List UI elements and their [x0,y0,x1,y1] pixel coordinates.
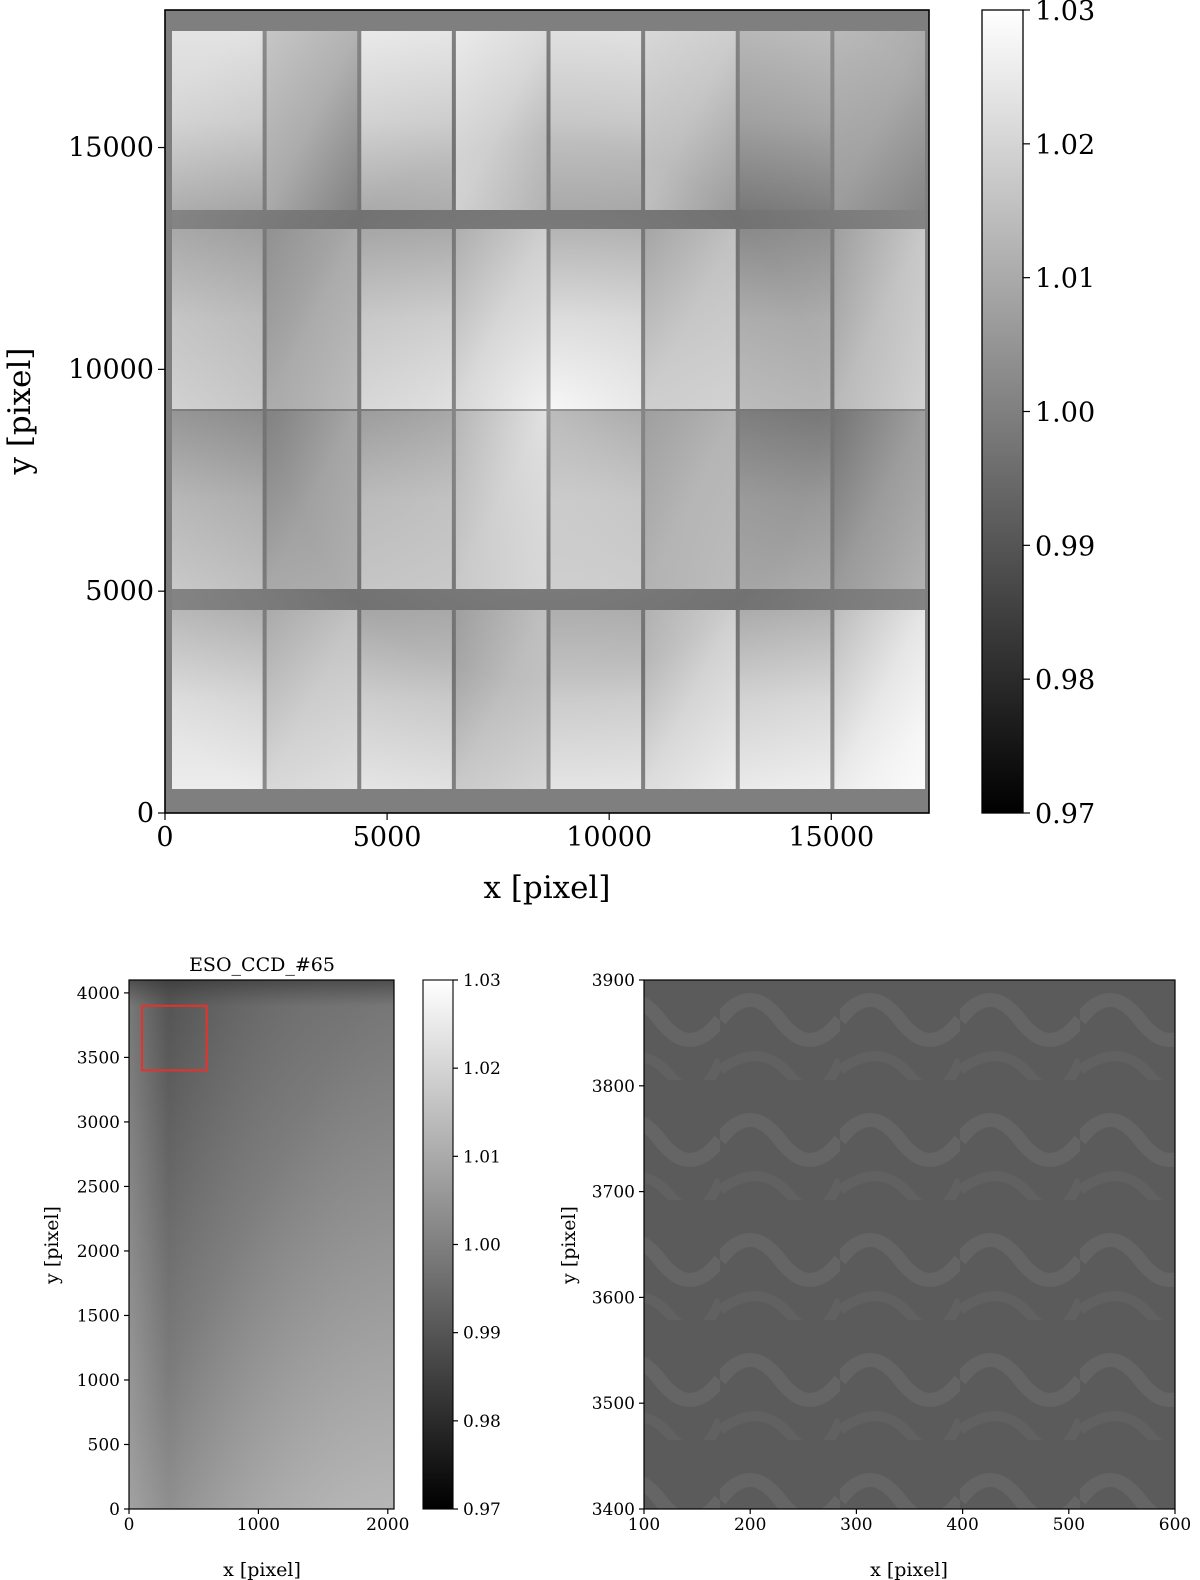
ccd-colorbar-tick-label: 1.03 [463,971,501,991]
ccd-colorbar-tick-label: 0.97 [463,1500,501,1520]
ccd-y-tick-label: 1500 [77,1306,120,1326]
mosaic-y-tick-label: 0 [137,798,154,829]
mosaic-colorbar-tick-label: 1.02 [1035,130,1095,161]
mosaic-colorbar-tick-label: 0.98 [1035,665,1095,696]
ccd-y-tick-label: 1000 [77,1371,120,1391]
mosaic-x-tick-label: 15000 [788,822,874,853]
ccd-colorbar-tick-label: 0.99 [463,1324,501,1344]
ccd-panel: ESO_CCD_#65 0 1000 2000 0 500 1000 1500 2000 25… [41,954,501,1580]
ccd-x-tick-label: 1000 [237,1515,280,1535]
mosaic-axes-frame [164,9,930,814]
ccd-colorbar-tick-label: 1.01 [463,1147,501,1167]
zoom-panel: 100 200 300 400 500 600 340035003600370038003… [558,971,1191,1580]
ccd-y-label: y [pixel] [41,1206,63,1285]
ccd-x-label: x [pixel] [223,1559,301,1580]
zoom-region-box [140,1004,208,1072]
zoom-x-tick-label: 300 [840,1515,872,1535]
mosaic-colorbar [982,10,1023,813]
zoom-x-tick-label: 100 [628,1515,660,1535]
zoom-y-ticks: 3400 3500 3600 3700 3800 3900 [592,971,644,1520]
zoom-image-tone [644,980,1175,1509]
mosaic-colorbar-ticks: 0.97 0.98 0.99 1.00 1.01 1.02 1.03 [1023,0,1095,830]
mosaic-colorbar-tick-label: 0.99 [1035,531,1095,562]
zoom-x-ticks: 100 200 300 400 500 600 [628,1509,1191,1535]
ccd-y-tick-label: 500 [88,1435,120,1455]
mosaic-y-tick-label: 15000 [68,133,154,164]
zoom-x-tick-label: 400 [946,1515,978,1535]
ccd-colorbar-tick-label: 0.98 [463,1412,501,1432]
ccd-y-tick-label: 4000 [77,984,120,1004]
ccd-y-tick-label: 2500 [77,1177,120,1197]
mosaic-x-ticks: 0 5000 10000 15000 [156,813,874,853]
ccd-title: ESO_CCD_#65 [189,954,335,976]
zoom-x-tick-label: 500 [1053,1515,1085,1535]
ccd-y-tick-label: 3000 [77,1113,120,1133]
zoom-region-rect [140,1004,208,1072]
zoom-image [644,980,1175,1509]
ccd-y-tick-label: 2000 [77,1242,120,1262]
zoom-y-tick-label: 3400 [592,1500,635,1520]
ccd-x-ticks: 0 1000 2000 [124,1509,409,1535]
mosaic-colorbar-tick-label: 1.03 [1035,0,1095,27]
ccd-colorbar [423,980,453,1509]
zoom-y-tick-label: 3500 [592,1394,635,1414]
mosaic-panel: 0 5000 10000 15000 0 5000 10000 15000 x [pixel… [2,0,1095,906]
ccd-axes-frame [128,979,395,1510]
ccd-y-tick-label: 0 [109,1500,120,1520]
ccd-x-tick-label: 0 [124,1515,135,1535]
ccd-y-ticks: 0 500 1000 1500 2000 2500 3000 3500 4000 [77,984,129,1520]
ccd-colorbar-tick-label: 1.02 [463,1059,501,1079]
mosaic-x-tick-label: 10000 [566,822,652,853]
ccd-x-tick-label: 2000 [366,1515,409,1535]
zoom-y-tick-label: 3600 [592,1288,635,1308]
mosaic-colorbar-tick-label: 0.97 [1035,799,1095,830]
mosaic-y-tick-label: 5000 [85,576,154,607]
zoom-y-label: y [pixel] [558,1206,580,1285]
ccd-colorbar-tick-label: 1.00 [463,1236,501,1256]
mosaic-vignette [172,31,925,789]
zoom-x-label: x [pixel] [870,1559,948,1580]
mosaic-y-ticks: 0 5000 10000 15000 [68,133,165,829]
mosaic-y-label: y [pixel] [2,347,38,475]
mosaic-x-tick-label: 5000 [353,822,422,853]
ccd-image-top-shading [129,980,394,1509]
mosaic-image [165,10,929,813]
ccd-colorbar-ticks: 0.97 0.98 0.99 1.00 1.01 1.02 1.03 [453,971,501,1520]
mosaic-x-label: x [pixel] [483,870,610,906]
zoom-axes-frame [643,979,1176,1510]
mosaic-x-tick-label: 0 [156,822,173,853]
zoom-x-tick-label: 600 [1159,1515,1191,1535]
zoom-y-tick-label: 3800 [592,1077,635,1097]
ccd-y-tick-label: 3500 [77,1048,120,1068]
mosaic-y-tick-label: 10000 [68,354,154,385]
zoom-y-tick-label: 3700 [592,1183,635,1203]
zoom-x-tick-label: 200 [734,1515,766,1535]
mosaic-colorbar-tick-label: 1.00 [1035,398,1095,429]
zoom-y-tick-label: 3900 [592,971,635,991]
mosaic-colorbar-tick-label: 1.01 [1035,264,1095,295]
